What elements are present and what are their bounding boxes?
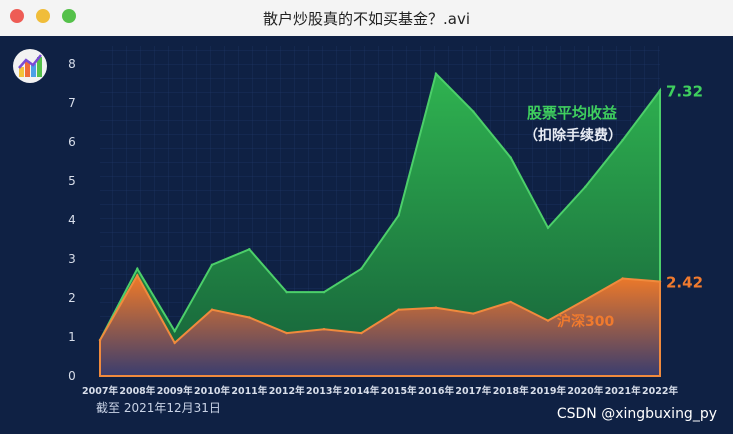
data-point — [509, 300, 512, 304]
x-tick-label: 2011年 — [231, 385, 267, 397]
x-tick-label: 2010年 — [194, 385, 230, 397]
hs300-end-value: 2.42 — [666, 274, 703, 292]
x-tick-label: 2016年 — [418, 385, 454, 397]
data-point — [434, 306, 438, 309]
data-point — [434, 72, 438, 75]
x-tick-label: 2018年 — [493, 385, 529, 397]
x-tick-label: 2008年 — [119, 385, 155, 397]
chart-area: 0 1 2 3 4 5 6 7 8 2007年 2008年 2009年 2010年 2011年 2012年 2… — [0, 36, 733, 434]
data-point — [136, 274, 139, 277]
data-point — [248, 316, 251, 319]
x-tick-label: 2013年 — [306, 385, 342, 397]
x-tick-label: 2014年 — [343, 385, 379, 397]
stock-series-subtitle: （扣除手续费） — [524, 127, 622, 144]
y-tick-label: 8 — [68, 57, 76, 71]
x-tick-label: 2019年 — [530, 385, 566, 397]
y-tick-label: 4 — [68, 213, 76, 227]
data-point — [658, 280, 662, 283]
y-tick-label: 5 — [68, 174, 76, 188]
window-title: 散户炒股真的不如买基金？.avi — [262, 10, 470, 28]
data-point — [584, 185, 587, 189]
data-point — [658, 89, 662, 92]
data-point — [136, 267, 139, 270]
data-point — [98, 338, 102, 342]
data-point — [584, 298, 587, 302]
x-tick-label: 2021年 — [605, 385, 641, 397]
data-point — [360, 331, 363, 335]
data-point — [546, 319, 550, 322]
data-point — [397, 214, 400, 217]
data-point — [210, 263, 214, 267]
title-bar: 散户炒股真的不如买基金？.avi — [0, 0, 733, 37]
stock-series-label: 股票平均收益 — [527, 104, 617, 122]
y-tick-label: 1 — [68, 330, 76, 344]
data-point — [322, 328, 326, 331]
x-tick-label: 2020年 — [567, 385, 603, 397]
data-point — [472, 312, 475, 315]
minimize-button[interactable] — [36, 9, 50, 23]
maximize-button[interactable] — [62, 9, 76, 23]
y-tick-label: 2 — [68, 291, 76, 305]
data-point — [210, 308, 214, 311]
x-tick-label: 2012年 — [269, 385, 305, 397]
x-tick-label: 2017年 — [455, 385, 491, 397]
data-point — [546, 226, 550, 229]
stock-end-value: 7.32 — [666, 83, 703, 101]
data-point — [621, 138, 624, 142]
y-tick-label: 7 — [68, 96, 76, 110]
data-point — [285, 290, 288, 294]
data-point — [285, 331, 288, 335]
close-button[interactable] — [10, 9, 24, 23]
x-tick-label: 2007年 — [82, 385, 118, 397]
data-point — [472, 110, 475, 113]
logo-icon — [13, 49, 47, 83]
data-point — [322, 290, 326, 294]
data-point — [173, 341, 176, 345]
y-tick-label: 0 — [68, 369, 76, 383]
footnote: 截至 2021年12月31日 — [96, 401, 221, 415]
y-tick-label: 6 — [68, 135, 76, 149]
data-point — [360, 267, 363, 270]
data-point — [173, 329, 176, 333]
data-point — [248, 248, 251, 251]
data-point — [397, 308, 400, 311]
data-point — [509, 156, 512, 159]
data-point — [621, 277, 624, 280]
x-tick-label: 2022年 — [642, 385, 678, 397]
x-tick-label: 2015年 — [381, 385, 417, 397]
y-tick-label: 3 — [68, 252, 76, 266]
watermark: CSDN @xingbuxing_py — [556, 406, 717, 422]
x-tick-label: 2009年 — [157, 385, 193, 397]
hs300-series-label: 沪深300 — [557, 313, 614, 330]
